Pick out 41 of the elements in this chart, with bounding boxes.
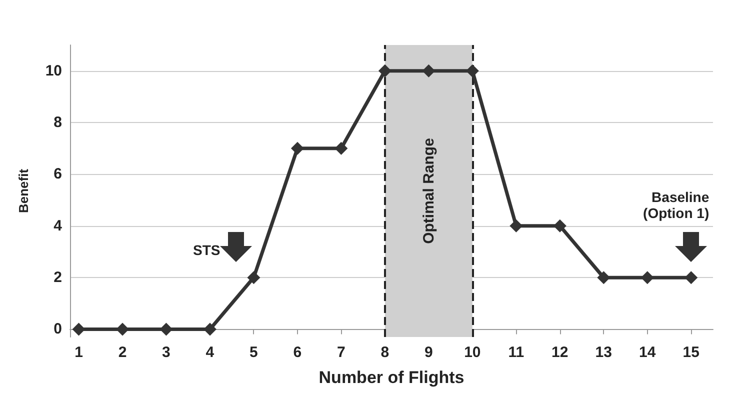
y-tick-label: 2 xyxy=(54,269,62,286)
point xyxy=(203,322,216,336)
band-label: Optimal Range xyxy=(420,138,438,244)
point xyxy=(378,64,392,78)
x-tick-label: 13 xyxy=(595,344,612,361)
x-tick-label: 14 xyxy=(639,344,656,361)
x-tick-label: 15 xyxy=(682,344,700,361)
x-tick-label: 1 xyxy=(74,344,83,361)
point xyxy=(510,219,523,232)
point xyxy=(597,271,610,284)
y-tick-label: 0 xyxy=(54,320,62,338)
y-tick-label: 10 xyxy=(45,62,62,80)
point xyxy=(334,142,348,155)
point xyxy=(247,271,260,284)
x-tick-label: 6 xyxy=(293,344,302,361)
x-tick-label: 7 xyxy=(337,344,346,361)
point xyxy=(290,142,304,155)
x-tick-label: 2 xyxy=(118,344,127,361)
y-tick-label: 6 xyxy=(54,166,62,183)
point xyxy=(466,64,479,78)
x-tick-label: 9 xyxy=(424,344,433,361)
point xyxy=(553,219,566,232)
point xyxy=(422,64,436,78)
annotation: STS xyxy=(192,242,220,258)
y-tick-label: 8 xyxy=(54,114,62,132)
y-tick-label: 4 xyxy=(54,217,63,234)
point xyxy=(72,322,86,336)
x-tick-label: 8 xyxy=(380,344,390,361)
x-axis-title: Number of Flights xyxy=(318,368,464,387)
point xyxy=(640,271,654,284)
x-tick-label: 3 xyxy=(162,344,170,361)
point xyxy=(684,271,698,284)
point xyxy=(116,322,129,336)
point xyxy=(160,322,173,336)
y-axis-title: Benefit xyxy=(16,168,31,214)
annotation: Baseline (Option 1) xyxy=(643,188,710,221)
x-tick-label: 10 xyxy=(464,344,481,361)
x-tick-label: 11 xyxy=(508,344,524,361)
x-tick-label: 12 xyxy=(552,344,568,361)
x-tick-label: 5 xyxy=(250,344,258,361)
x-tick-label: 4 xyxy=(206,344,215,361)
